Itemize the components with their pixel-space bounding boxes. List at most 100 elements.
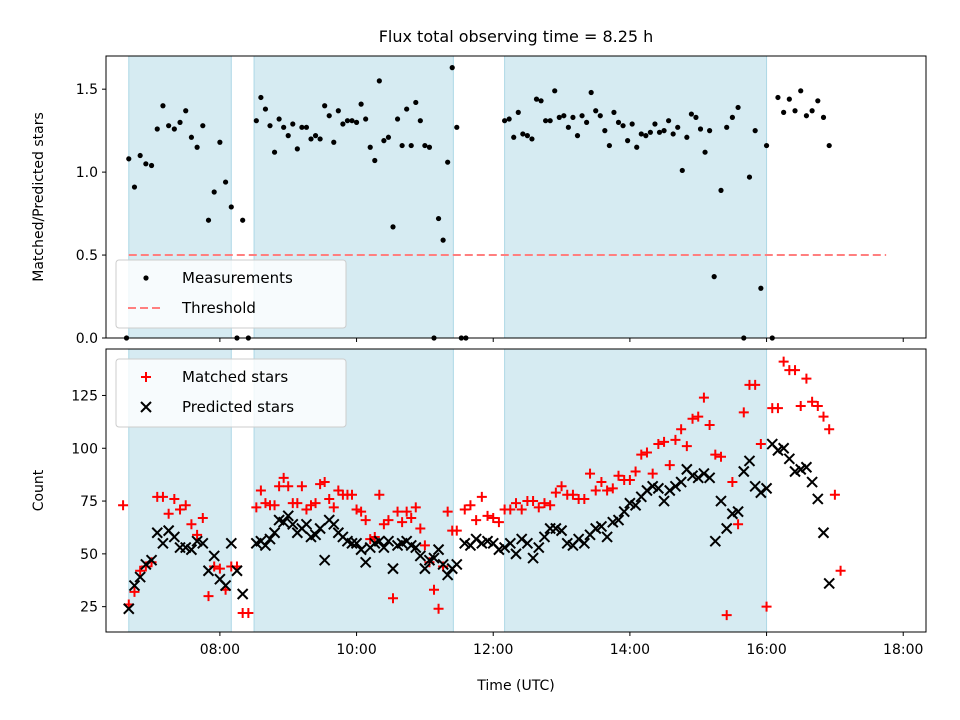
measurement-point bbox=[137, 152, 143, 159]
predicted-star-point bbox=[410, 541, 422, 554]
x-tick-label: 14:00 bbox=[610, 642, 650, 658]
predicted-star-point bbox=[168, 531, 181, 543]
predicted-star-point bbox=[521, 537, 534, 550]
y-tick-label: 1.5 bbox=[76, 82, 98, 98]
matched-star-point bbox=[419, 540, 430, 551]
measurement-point bbox=[372, 157, 378, 164]
matched-star-point bbox=[260, 498, 271, 509]
predicted-star-point bbox=[151, 527, 163, 539]
predicted-star-point bbox=[382, 535, 395, 547]
predicted-star-point bbox=[612, 514, 625, 526]
measurement-point bbox=[547, 118, 553, 124]
legend-measurement-swatch bbox=[143, 275, 149, 281]
measurement-point bbox=[570, 114, 576, 120]
predicted-star-point bbox=[414, 550, 427, 562]
predicted-star-point bbox=[533, 541, 545, 554]
measurement-point bbox=[652, 121, 658, 127]
matched-star-point bbox=[721, 610, 732, 621]
measurement-point bbox=[506, 116, 512, 122]
ratio-y-axis-label: Matched/Predicted stars bbox=[31, 112, 47, 282]
matched-star-point bbox=[283, 481, 294, 492]
measurement-point bbox=[160, 103, 166, 109]
matched-star-point bbox=[738, 407, 749, 418]
measurement-point bbox=[656, 129, 663, 135]
predicted-star-point bbox=[268, 527, 281, 539]
y-tick-label: 75 bbox=[80, 494, 98, 510]
matched-star-point bbox=[157, 491, 168, 502]
measurement-point bbox=[561, 113, 567, 119]
matched-star-point bbox=[465, 500, 476, 511]
matched-star-point bbox=[613, 470, 624, 481]
matched-star-point bbox=[698, 392, 709, 403]
predicted-star-point bbox=[817, 527, 830, 539]
matched-star-point bbox=[647, 468, 658, 479]
measurement-point bbox=[222, 179, 229, 185]
matched-star-point bbox=[442, 506, 453, 517]
predicted-star-point bbox=[806, 476, 818, 488]
matched-star-point bbox=[324, 493, 335, 504]
measurement-point bbox=[538, 98, 544, 104]
measurement-point bbox=[511, 134, 517, 140]
predicted-star-point bbox=[777, 442, 790, 454]
predicted-star-point bbox=[515, 533, 528, 545]
measurement-point bbox=[815, 98, 821, 104]
matched-star-point bbox=[269, 500, 280, 511]
predicted-star-point bbox=[703, 472, 716, 484]
measurement-point bbox=[353, 119, 360, 125]
predicted-star-point bbox=[669, 480, 682, 492]
matched-star-point bbox=[545, 500, 556, 511]
measurement-point bbox=[143, 161, 149, 167]
measurement-point bbox=[394, 116, 401, 122]
legend-box bbox=[115, 259, 347, 329]
matched-star-point bbox=[192, 529, 203, 540]
measurement-point bbox=[281, 124, 287, 130]
matched-star-point bbox=[180, 500, 191, 511]
matched-star-point bbox=[693, 411, 704, 422]
measurement-point bbox=[228, 204, 234, 210]
matched-star-point bbox=[451, 525, 462, 536]
predicted-star-point bbox=[720, 522, 733, 535]
measurement-point bbox=[597, 113, 603, 119]
matched-star-point bbox=[169, 493, 180, 504]
predicted-star-point bbox=[428, 552, 440, 564]
measurement-point bbox=[679, 167, 685, 174]
predicted-star-point bbox=[470, 533, 482, 545]
predicted-star-point bbox=[236, 588, 249, 600]
matched-star-point bbox=[761, 601, 772, 612]
measurement-point bbox=[200, 123, 206, 129]
predicted-star-point bbox=[359, 556, 372, 569]
measurement-point bbox=[588, 89, 594, 96]
matched-star-point bbox=[197, 512, 208, 523]
measurement-point bbox=[752, 128, 758, 134]
matched-star-point bbox=[374, 489, 385, 500]
matched-star-point bbox=[388, 593, 398, 604]
predicted-star-point bbox=[328, 518, 340, 530]
predicted-star-point bbox=[123, 603, 135, 615]
measurement-point bbox=[148, 162, 155, 169]
matched-star-point bbox=[602, 485, 613, 496]
measurement-point bbox=[408, 142, 414, 149]
legend-matched-swatch bbox=[141, 372, 151, 382]
predicted-star-point bbox=[277, 516, 290, 528]
matched-star-point bbox=[209, 561, 220, 572]
matched-star-point bbox=[360, 515, 371, 526]
matched-star-point bbox=[163, 508, 174, 519]
measurement-point bbox=[684, 134, 690, 140]
measurement-point bbox=[240, 217, 246, 223]
measurement-point bbox=[171, 126, 177, 132]
predicted-star-point bbox=[715, 495, 727, 507]
measurement-point bbox=[326, 113, 332, 119]
matched-star-point bbox=[590, 485, 601, 496]
predicted-star-point bbox=[572, 533, 585, 545]
measurement-point bbox=[758, 285, 764, 291]
matched-star-point bbox=[347, 489, 357, 500]
measurement-point bbox=[445, 159, 451, 165]
matched-star-point bbox=[203, 591, 214, 602]
matched-star-point bbox=[511, 498, 521, 509]
x-axis-label: Time (UTC) bbox=[476, 678, 554, 694]
matched-star-point bbox=[397, 517, 408, 528]
measurement-point bbox=[792, 108, 798, 114]
matched-star-point bbox=[493, 517, 504, 528]
measurement-point bbox=[258, 94, 264, 101]
matched-star-point bbox=[516, 504, 527, 515]
